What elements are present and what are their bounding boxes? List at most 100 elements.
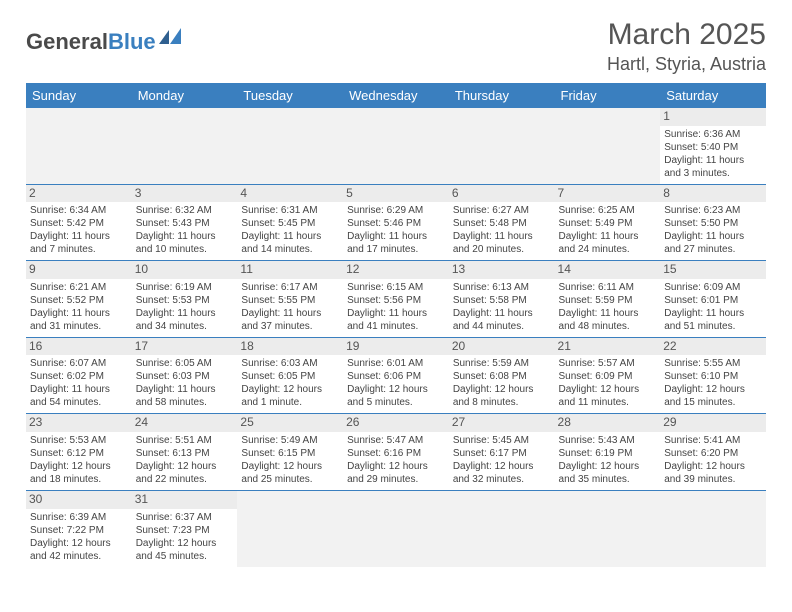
day1-text: Daylight: 12 hours <box>347 460 445 473</box>
day2-text: and 51 minutes. <box>664 320 762 333</box>
sunset-text: Sunset: 6:10 PM <box>664 370 762 383</box>
sunset-text: Sunset: 6:02 PM <box>30 370 128 383</box>
day2-text: and 3 minutes. <box>664 167 762 180</box>
day-cell: 8Sunrise: 6:23 AMSunset: 5:50 PMDaylight… <box>660 184 766 261</box>
day-cell: 2Sunrise: 6:34 AMSunset: 5:42 PMDaylight… <box>26 184 132 261</box>
logo-text-general: General <box>26 29 108 55</box>
day2-text: and 14 minutes. <box>241 243 339 256</box>
day-number: 30 <box>26 491 132 509</box>
day-number: 7 <box>555 185 661 203</box>
header: GeneralBlue March 2025 Hartl, Styria, Au… <box>26 18 766 75</box>
day-cell: 15Sunrise: 6:09 AMSunset: 6:01 PMDayligh… <box>660 261 766 338</box>
sunset-text: Sunset: 6:17 PM <box>453 447 551 460</box>
day-cell <box>132 108 238 184</box>
day-cell: 12Sunrise: 6:15 AMSunset: 5:56 PMDayligh… <box>343 261 449 338</box>
sunset-text: Sunset: 6:01 PM <box>664 294 762 307</box>
day-number: 31 <box>132 491 238 509</box>
day-cell: 10Sunrise: 6:19 AMSunset: 5:53 PMDayligh… <box>132 261 238 338</box>
sunrise-text: Sunrise: 5:55 AM <box>664 357 762 370</box>
day-cell: 20Sunrise: 5:59 AMSunset: 6:08 PMDayligh… <box>449 337 555 414</box>
day-number: 5 <box>343 185 449 203</box>
day1-text: Daylight: 12 hours <box>559 383 657 396</box>
day-cell: 3Sunrise: 6:32 AMSunset: 5:43 PMDaylight… <box>132 184 238 261</box>
day-number: 20 <box>449 338 555 356</box>
day-header-row: SundayMondayTuesdayWednesdayThursdayFrid… <box>26 83 766 108</box>
sunrise-text: Sunrise: 5:49 AM <box>241 434 339 447</box>
day1-text: Daylight: 12 hours <box>136 537 234 550</box>
sunrise-text: Sunrise: 5:59 AM <box>453 357 551 370</box>
day-number: 22 <box>660 338 766 356</box>
day-number: 9 <box>26 261 132 279</box>
day-cell: 4Sunrise: 6:31 AMSunset: 5:45 PMDaylight… <box>237 184 343 261</box>
day-number: 25 <box>237 414 343 432</box>
sunrise-text: Sunrise: 5:57 AM <box>559 357 657 370</box>
day2-text: and 58 minutes. <box>136 396 234 409</box>
day1-text: Daylight: 11 hours <box>347 307 445 320</box>
day1-text: Daylight: 12 hours <box>347 383 445 396</box>
sunset-text: Sunset: 6:09 PM <box>559 370 657 383</box>
day-number: 8 <box>660 185 766 203</box>
day2-text: and 11 minutes. <box>559 396 657 409</box>
sunrise-text: Sunrise: 5:41 AM <box>664 434 762 447</box>
sunrise-text: Sunrise: 6:36 AM <box>664 128 762 141</box>
week-row: 23Sunrise: 5:53 AMSunset: 6:12 PMDayligh… <box>26 414 766 491</box>
sunrise-text: Sunrise: 6:19 AM <box>136 281 234 294</box>
day2-text: and 18 minutes. <box>30 473 128 486</box>
day-cell: 16Sunrise: 6:07 AMSunset: 6:02 PMDayligh… <box>26 337 132 414</box>
day-cell: 5Sunrise: 6:29 AMSunset: 5:46 PMDaylight… <box>343 184 449 261</box>
sunset-text: Sunset: 7:22 PM <box>30 524 128 537</box>
day-header: Saturday <box>660 83 766 108</box>
day1-text: Daylight: 11 hours <box>136 230 234 243</box>
sunrise-text: Sunrise: 6:21 AM <box>30 281 128 294</box>
title-block: March 2025 Hartl, Styria, Austria <box>607 18 766 75</box>
day1-text: Daylight: 11 hours <box>559 230 657 243</box>
day2-text: and 48 minutes. <box>559 320 657 333</box>
sunrise-text: Sunrise: 6:15 AM <box>347 281 445 294</box>
day1-text: Daylight: 11 hours <box>559 307 657 320</box>
sunset-text: Sunset: 6:12 PM <box>30 447 128 460</box>
sunset-text: Sunset: 5:55 PM <box>241 294 339 307</box>
sunrise-text: Sunrise: 6:34 AM <box>30 204 128 217</box>
day2-text: and 7 minutes. <box>30 243 128 256</box>
day-cell: 27Sunrise: 5:45 AMSunset: 6:17 PMDayligh… <box>449 414 555 491</box>
day2-text: and 17 minutes. <box>347 243 445 256</box>
sunset-text: Sunset: 5:52 PM <box>30 294 128 307</box>
day-cell: 19Sunrise: 6:01 AMSunset: 6:06 PMDayligh… <box>343 337 449 414</box>
day-number: 4 <box>237 185 343 203</box>
sunset-text: Sunset: 5:59 PM <box>559 294 657 307</box>
sunrise-text: Sunrise: 6:32 AM <box>136 204 234 217</box>
day2-text: and 29 minutes. <box>347 473 445 486</box>
day1-text: Daylight: 12 hours <box>453 383 551 396</box>
day-cell: 7Sunrise: 6:25 AMSunset: 5:49 PMDaylight… <box>555 184 661 261</box>
sunset-text: Sunset: 5:53 PM <box>136 294 234 307</box>
day-number: 19 <box>343 338 449 356</box>
day-cell: 18Sunrise: 6:03 AMSunset: 6:05 PMDayligh… <box>237 337 343 414</box>
day2-text: and 54 minutes. <box>30 396 128 409</box>
week-row: 2Sunrise: 6:34 AMSunset: 5:42 PMDaylight… <box>26 184 766 261</box>
day-header: Wednesday <box>343 83 449 108</box>
day1-text: Daylight: 11 hours <box>241 307 339 320</box>
day1-text: Daylight: 12 hours <box>241 383 339 396</box>
sunset-text: Sunset: 6:16 PM <box>347 447 445 460</box>
sunset-text: Sunset: 6:06 PM <box>347 370 445 383</box>
day-number: 10 <box>132 261 238 279</box>
day1-text: Daylight: 12 hours <box>664 460 762 473</box>
day1-text: Daylight: 11 hours <box>241 230 339 243</box>
day2-text: and 37 minutes. <box>241 320 339 333</box>
day-cell <box>343 490 449 566</box>
day-cell: 1Sunrise: 6:36 AMSunset: 5:40 PMDaylight… <box>660 108 766 184</box>
sunrise-text: Sunrise: 5:53 AM <box>30 434 128 447</box>
sunrise-text: Sunrise: 6:13 AM <box>453 281 551 294</box>
sunset-text: Sunset: 5:50 PM <box>664 217 762 230</box>
day2-text: and 15 minutes. <box>664 396 762 409</box>
sunset-text: Sunset: 5:49 PM <box>559 217 657 230</box>
logo-text-blue: Blue <box>108 29 156 55</box>
sunset-text: Sunset: 5:48 PM <box>453 217 551 230</box>
week-row: 16Sunrise: 6:07 AMSunset: 6:02 PMDayligh… <box>26 337 766 414</box>
day-cell <box>449 490 555 566</box>
sunrise-text: Sunrise: 6:29 AM <box>347 204 445 217</box>
day2-text: and 45 minutes. <box>136 550 234 563</box>
day-cell: 30Sunrise: 6:39 AMSunset: 7:22 PMDayligh… <box>26 490 132 566</box>
sunset-text: Sunset: 6:19 PM <box>559 447 657 460</box>
sunset-text: Sunset: 5:40 PM <box>664 141 762 154</box>
